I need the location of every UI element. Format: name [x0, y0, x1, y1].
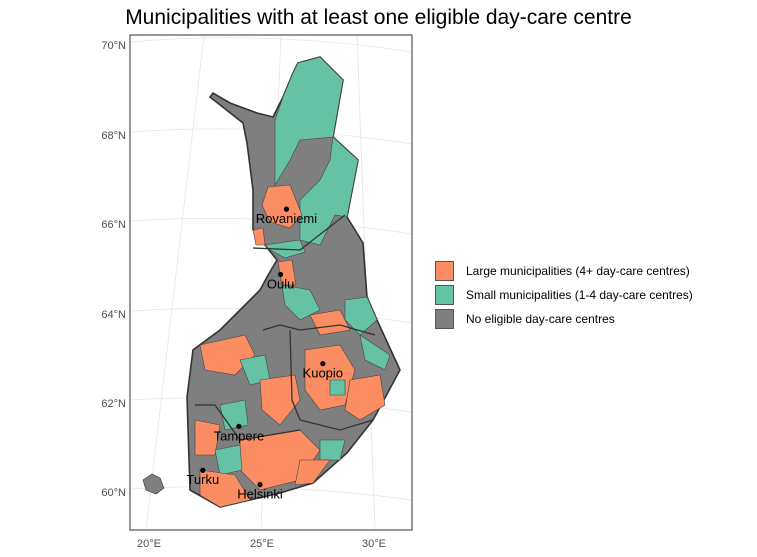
aland-islands: [142, 473, 165, 495]
city-point: [278, 271, 284, 278]
city-label: Kuopio: [303, 366, 343, 381]
city-point: [283, 206, 290, 212]
legend-label: No eligible day-care centres: [466, 312, 615, 326]
y-tick-label: 68°N: [101, 130, 126, 142]
x-axis: 20°E 25°E 30°E: [137, 538, 386, 550]
city-label: Turku: [186, 472, 219, 487]
legend: Large municipalities (4+ day-care centre…: [435, 259, 693, 331]
city-label: Oulu: [267, 276, 294, 291]
y-tick-label: 66°N: [101, 219, 126, 231]
city-point: [257, 482, 263, 488]
panel-border: [129, 34, 413, 531]
y-tick-label: 60°N: [101, 487, 126, 499]
x-tick-label: 30°E: [362, 538, 386, 550]
x-tick-label: 25°E: [250, 538, 274, 550]
city-label: Tampere: [214, 428, 265, 443]
y-tick-label: 70°N: [101, 40, 126, 52]
city-point: [236, 423, 242, 429]
chart-title: Municipalities with at least one eligibl…: [125, 6, 632, 29]
city-point: [320, 361, 326, 367]
legend-swatch-large: [435, 261, 454, 281]
y-tick-label: 62°N: [101, 398, 126, 410]
y-tick-label: 64°N: [101, 309, 126, 321]
legend-item-large: Large municipalities (4+ day-care centre…: [435, 259, 693, 283]
legend-label: Small municipalities (1-4 day-care centr…: [466, 288, 693, 302]
city-point: [200, 467, 206, 473]
city-label: Rovaniemi: [256, 211, 318, 226]
legend-item-none: No eligible day-care centres: [435, 307, 693, 331]
finland-municipalities: [142, 56, 401, 508]
city-markers: Rovaniemi Oulu Kuopio Tampere Turku Helsinki: [186, 206, 343, 502]
legend-swatch-small: [435, 285, 454, 305]
city-label: Helsinki: [237, 487, 283, 502]
legend-swatch-none: [435, 309, 454, 329]
legend-label: Large municipalities (4+ day-care centre…: [466, 264, 690, 278]
y-axis: 70°N 68°N 66°N 64°N 62°N 60°N: [101, 40, 126, 499]
x-tick-label: 20°E: [137, 538, 161, 550]
legend-item-small: Small municipalities (1-4 day-care centr…: [435, 283, 693, 307]
